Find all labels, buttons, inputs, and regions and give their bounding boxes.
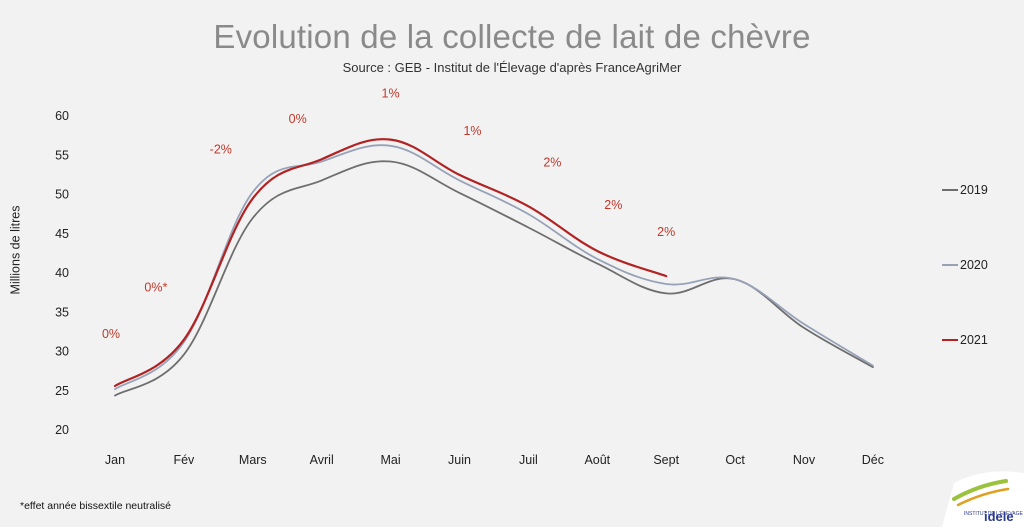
annotation-label: 0% <box>102 327 120 341</box>
y-axis-ticks: 20 25 30 35 40 45 50 55 60 <box>55 109 69 437</box>
chart-subtitle: Source : GEB - Institut de l'Élevage d'a… <box>342 60 682 75</box>
legend-label-2019: 2019 <box>960 183 988 197</box>
x-tick-label: Jan <box>105 453 125 467</box>
series-line-2021 <box>113 138 668 388</box>
annotation-label: 0%* <box>144 281 167 295</box>
x-tick-label: Août <box>584 453 610 467</box>
x-axis-ticks: Jan Fév Mars Avril Mai Juin Juil Août Sept Oct Nov… <box>105 453 884 467</box>
y-tick-label: 45 <box>55 227 69 241</box>
series-lines <box>113 138 874 397</box>
annotation-label: -2% <box>210 142 232 156</box>
annotation-label: 1% <box>463 124 481 138</box>
y-tick-label: 35 <box>55 305 69 319</box>
y-axis-label: Millions de litres <box>8 205 23 295</box>
annotation-label: 2% <box>604 198 622 212</box>
annotation-label: 2% <box>657 225 675 239</box>
idele-logo: INSTITUT DE L'ÉLEVAGE idele <box>942 471 1024 527</box>
x-tick-label: Oct <box>725 453 745 467</box>
y-tick-label: 60 <box>55 109 69 123</box>
chart-title: Evolution de la collecte de lait de chèv… <box>213 18 811 55</box>
y-axis-label-wrap: Millions de litres <box>2 180 28 320</box>
logo-top-text: INSTITUT DE L'ÉLEVAGE <box>964 510 1024 517</box>
annotation-label: 1% <box>382 87 400 101</box>
x-tick-label: Mai <box>381 453 401 467</box>
annotation-label: 2% <box>543 155 561 169</box>
legend-label-2020: 2020 <box>960 258 988 272</box>
legend: 2019 2020 2021 <box>942 183 988 347</box>
series-line-2020 <box>114 144 874 391</box>
footnote: *effet année bissextile neutralisé <box>20 500 171 512</box>
y-tick-label: 50 <box>55 188 69 202</box>
y-tick-label: 20 <box>55 423 69 437</box>
y-tick-label: 55 <box>55 148 69 162</box>
x-tick-label: Juil <box>519 453 538 467</box>
x-tick-label: Déc <box>862 453 884 467</box>
y-tick-label: 25 <box>55 384 69 398</box>
y-tick-label: 40 <box>55 266 69 280</box>
x-tick-label: Mars <box>239 453 267 467</box>
logo-name: idele <box>984 509 1014 524</box>
x-tick-label: Avril <box>310 453 334 467</box>
x-tick-label: Sept <box>653 453 679 467</box>
annotations: 0% 0%* -2% 0% 1% 1% 2% 2% 2% <box>102 87 675 341</box>
legend-label-2021: 2021 <box>960 333 988 347</box>
y-tick-label: 30 <box>55 345 69 359</box>
x-tick-label: Nov <box>793 453 816 467</box>
x-tick-label: Juin <box>448 453 471 467</box>
x-tick-label: Fév <box>173 453 195 467</box>
annotation-label: 0% <box>289 112 307 126</box>
